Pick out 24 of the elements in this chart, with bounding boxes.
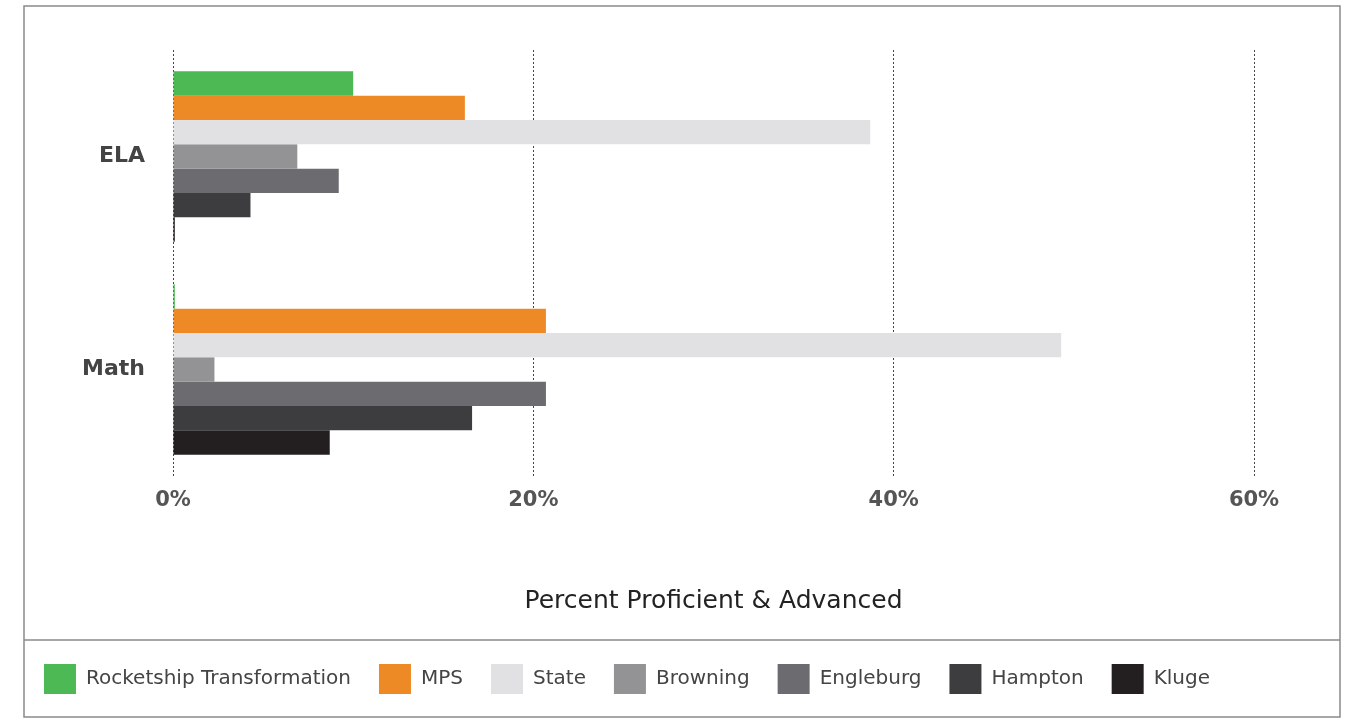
bar <box>173 119 871 145</box>
legend-label: Hampton <box>991 665 1084 690</box>
y-tick-label: Math <box>82 355 145 381</box>
bar <box>173 357 215 382</box>
bar <box>173 308 546 333</box>
bar <box>173 95 465 120</box>
bar <box>173 71 354 96</box>
x-axis-title: Percent Proficient & Advanced <box>524 584 903 614</box>
bar <box>173 430 330 455</box>
legend-label: Browning <box>655 665 750 690</box>
x-tick-label: 0% <box>155 487 191 512</box>
bar <box>173 332 1062 358</box>
x-tick-label: 20% <box>508 487 559 512</box>
x-tick-label: 60% <box>1228 487 1280 512</box>
x-tick-label: 40% <box>868 487 919 512</box>
legend-label: Engleburg <box>819 665 922 690</box>
bar <box>173 144 298 169</box>
legend-label: Kluge <box>1153 665 1211 690</box>
legend-label: State <box>533 665 586 690</box>
legend-label: MPS <box>420 665 463 690</box>
y-tick-label: ELA <box>98 142 145 168</box>
bar <box>173 168 339 194</box>
bar <box>173 381 546 407</box>
legend-label: Rocketship Transformation <box>85 665 351 690</box>
